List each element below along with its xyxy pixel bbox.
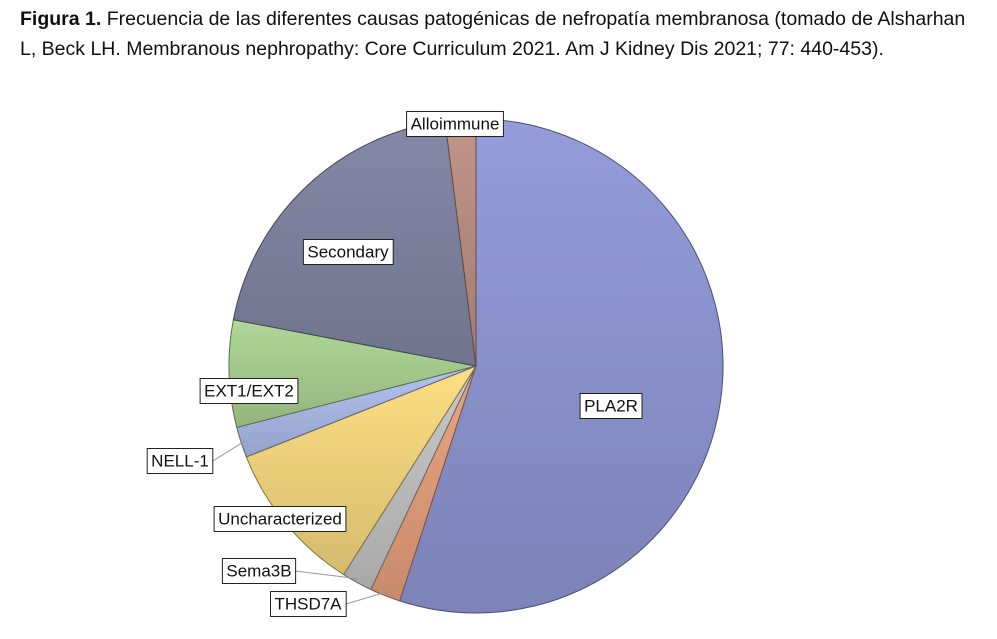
- slice-label-box: [146, 448, 214, 474]
- caption-label: Figura 1.: [20, 8, 102, 30]
- slice-label-text: Alloimmune: [411, 115, 500, 134]
- slice-label-text: PLA2R: [584, 397, 638, 416]
- slice-label-ext1-ext2: EXT1/EXT2: [199, 378, 299, 404]
- pie-slice-pla2r: [399, 118, 724, 614]
- slice-label-box: [213, 506, 347, 532]
- slice-label-nell-1: NELL-1: [146, 448, 214, 474]
- slice-label-box: [302, 239, 394, 265]
- caption-text: Frecuencia de las diferentes causas pato…: [20, 8, 966, 60]
- slice-label-text: Secondary: [307, 243, 389, 262]
- label-leaders: [212, 440, 387, 605]
- leader-line-nell-1: [212, 440, 246, 462]
- slice-label-pla2r: PLA2R: [579, 393, 643, 419]
- slice-label-box: [406, 111, 504, 137]
- slice-label-secondary: Secondary: [302, 239, 394, 265]
- slice-label-text: Uncharacterized: [218, 510, 342, 529]
- leader-line-thsd7a: [346, 591, 387, 605]
- slice-label-sema3b: Sema3B: [221, 558, 297, 584]
- slice-label-box: [199, 378, 299, 404]
- figure-caption: Figura 1. Frecuencia de las diferentes c…: [20, 4, 980, 64]
- leader-line-sema3b: [295, 570, 359, 580]
- slice-label-uncharacterized: Uncharacterized: [213, 506, 347, 532]
- slice-label-box: [221, 558, 297, 584]
- slice-label-text: NELL-1: [151, 452, 209, 471]
- pie-slices: [228, 118, 724, 614]
- slice-label-alloimmune: Alloimmune: [406, 111, 504, 137]
- slice-label-text: Sema3B: [226, 562, 291, 581]
- slice-label-thsd7a: THSD7A: [270, 591, 347, 617]
- slice-label-text: EXT1/EXT2: [204, 382, 294, 401]
- slice-label-text: THSD7A: [274, 595, 342, 614]
- slice-label-box: [270, 591, 347, 617]
- slice-labels: PLA2R THSD7A Sema3B Uncharacterized NELL-1 EX…: [146, 111, 643, 617]
- slice-label-box: [579, 393, 643, 419]
